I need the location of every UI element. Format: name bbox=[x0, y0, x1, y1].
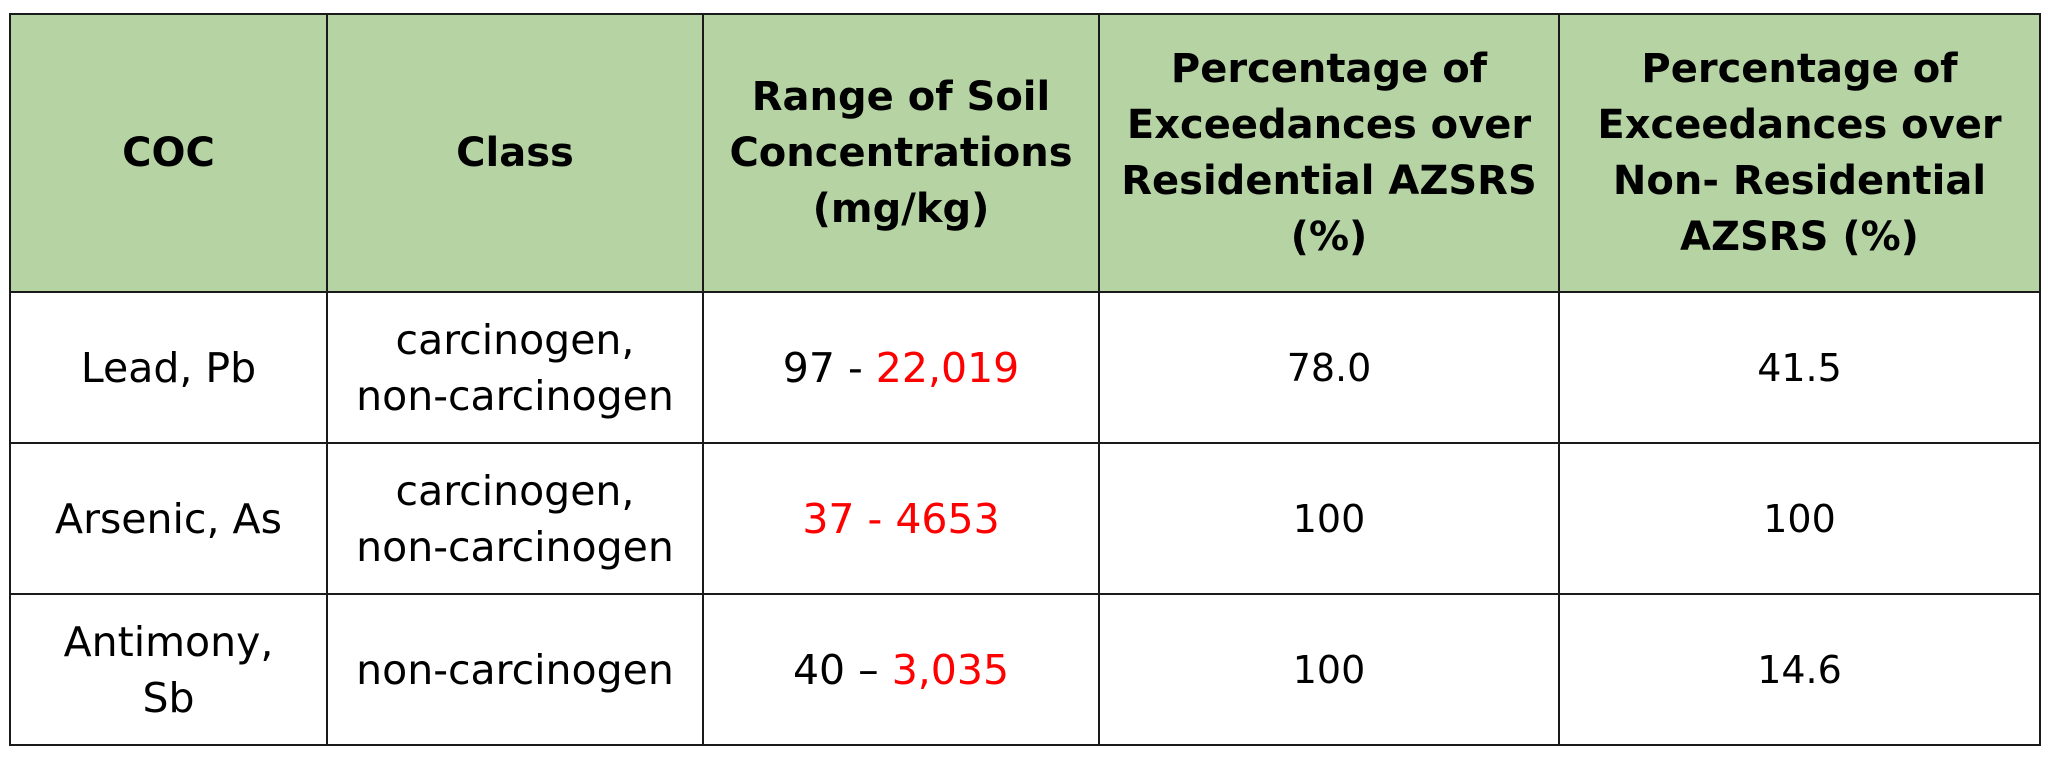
cell-range: 97 - 22,019 bbox=[702, 291, 1100, 444]
cell-residential: 100 bbox=[1098, 593, 1560, 746]
header-non-residential-exceedance: Percentage of Exceedances over Non- Resi… bbox=[1558, 13, 2041, 293]
header-range: Range of Soil Concentrations (mg/kg) bbox=[702, 13, 1100, 293]
range-value-highlight: 22,019 bbox=[875, 343, 1020, 392]
cell-range: 40 – 3,035 bbox=[702, 593, 1100, 746]
header-coc: COC bbox=[9, 13, 328, 293]
range-value-highlight: 3,035 bbox=[891, 645, 1010, 694]
table-body: Lead, Pb carcinogen, non-carcinogen 97 -… bbox=[9, 291, 2041, 746]
cell-coc: Arsenic, As bbox=[9, 442, 328, 595]
cell-class: carcinogen, non-carcinogen bbox=[326, 291, 704, 444]
cell-range: 37 - 4653 bbox=[702, 442, 1100, 595]
cell-non-residential: 100 bbox=[1558, 442, 2041, 595]
header-row: COC Class Range of Soil Concentrations (… bbox=[9, 13, 2041, 293]
cell-residential: 78.0 bbox=[1098, 291, 1560, 444]
cell-coc: Lead, Pb bbox=[9, 291, 328, 444]
range-value: 40 – bbox=[792, 645, 892, 694]
header-residential-exceedance: Percentage of Exceedances over Residenti… bbox=[1098, 13, 1560, 293]
cell-non-residential: 14.6 bbox=[1558, 593, 2041, 746]
cell-class: non-carcinogen bbox=[326, 593, 704, 746]
cell-non-residential: 41.5 bbox=[1558, 291, 2041, 444]
range-value-highlight: 37 - 4653 bbox=[802, 494, 1000, 543]
cell-class: carcinogen, non-carcinogen bbox=[326, 442, 704, 595]
cell-residential: 100 bbox=[1098, 442, 1560, 595]
table-row-lead: Lead, Pb carcinogen, non-carcinogen 97 -… bbox=[9, 291, 2041, 444]
cell-coc: Antimony, Sb bbox=[9, 593, 328, 746]
table-header: COC Class Range of Soil Concentrations (… bbox=[9, 13, 2041, 293]
coc-table: COC Class Range of Soil Concentrations (… bbox=[9, 13, 2041, 746]
table-row-antimony: Antimony, Sb non-carcinogen 40 – 3,035 1… bbox=[9, 593, 2041, 746]
header-class: Class bbox=[326, 13, 704, 293]
table-row-arsenic: Arsenic, As carcinogen, non-carcinogen 3… bbox=[9, 442, 2041, 595]
range-value: 97 - bbox=[782, 343, 876, 392]
